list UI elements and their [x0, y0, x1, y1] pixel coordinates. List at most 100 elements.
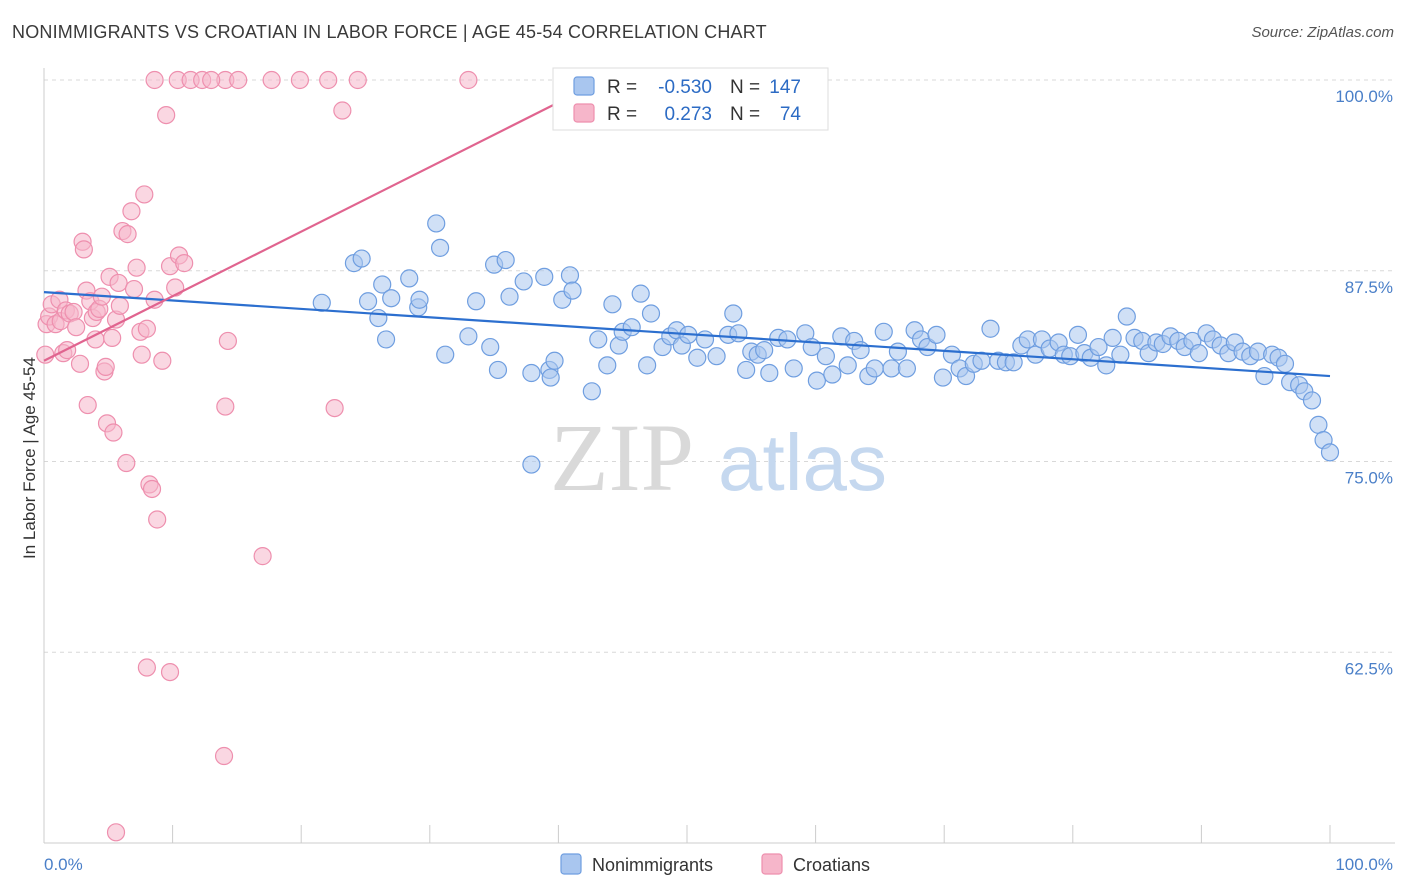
- tick-labels: 100.0% 87.5% 75.0% 62.5% 0.0% 100.0%: [44, 87, 1393, 874]
- nonimmigrant-point: [981, 319, 1000, 338]
- legend-r-label-1: R =: [607, 77, 637, 98]
- watermark-atlas: atlas: [718, 418, 887, 507]
- nonimmigrant-point: [312, 293, 331, 312]
- legend-r-label-2: R =: [607, 104, 637, 125]
- nonimmigrant-point: [882, 359, 901, 378]
- nonimmigrant-point: [1097, 356, 1116, 375]
- croatian-point: [117, 453, 136, 473]
- series-legend-label-croatians: Croatians: [793, 855, 870, 875]
- legend-swatch-blue: [573, 76, 595, 96]
- nonimmigrant-point: [410, 290, 429, 309]
- x-tick-label: 0.0%: [44, 855, 83, 874]
- nonimmigrant-point: [823, 365, 842, 384]
- croatian-point: [216, 397, 235, 416]
- nonimmigrant-point: [760, 363, 779, 383]
- nonimmigrant-point: [641, 304, 661, 323]
- nonimmigrant-point: [1004, 353, 1023, 372]
- croatian-point: [148, 510, 167, 529]
- nonimmigrants-trend-line: [43, 291, 1331, 378]
- series-legend-swatch-croatians: [761, 853, 783, 875]
- nonimmigrant-point: [563, 281, 582, 300]
- nonimmigrant-point: [560, 266, 580, 285]
- nonimmigrant-point: [755, 341, 774, 360]
- nonimmigrant-point: [784, 359, 803, 378]
- source-label: Source: ZipAtlas.com: [1251, 24, 1394, 41]
- nonimmigrant-point: [933, 368, 953, 387]
- nonimmigrant-point: [1320, 443, 1340, 462]
- croatian-point: [137, 658, 156, 677]
- nonimmigrant-point: [522, 363, 541, 383]
- y-tick-label: 75.0%: [1345, 469, 1393, 488]
- croatian-point: [135, 185, 154, 204]
- croatian-point: [67, 318, 86, 337]
- croatian-point: [333, 101, 352, 120]
- croatian-point: [132, 345, 151, 364]
- nonimmigrant-point: [500, 287, 519, 306]
- croatian-point: [74, 240, 93, 259]
- nonimmigrant-point: [631, 284, 650, 303]
- croatian-point: [86, 330, 105, 349]
- croatian-point: [145, 70, 164, 90]
- croatian-point: [104, 423, 123, 442]
- nonimmigrant-point: [1103, 328, 1122, 347]
- nonimmigrant-point: [400, 269, 419, 288]
- nonimmigrant-point: [376, 330, 396, 349]
- nonimmigrant-point: [1275, 354, 1295, 373]
- croatian-point: [96, 357, 115, 376]
- croatian-point: [459, 70, 478, 90]
- nonimmigrant-point: [638, 356, 657, 375]
- nonimmigrant-point: [545, 351, 564, 370]
- nonimmigrant-point: [695, 330, 715, 349]
- croatian-point: [64, 302, 83, 322]
- nonimmigrant-point: [729, 324, 748, 343]
- y-tick-label: 87.5%: [1345, 278, 1393, 297]
- y-tick-label: 100.0%: [1335, 87, 1393, 106]
- croatian-point: [127, 258, 146, 277]
- legend-r-value-1: -0.530: [658, 77, 712, 98]
- croatian-point: [109, 273, 128, 293]
- nonimmigrant-point: [522, 455, 541, 474]
- legend-n-value-2: 74: [780, 104, 802, 125]
- croatian-point: [124, 279, 144, 299]
- nonimmigrant-point: [688, 348, 707, 367]
- nonimmigrant-point: [496, 250, 515, 270]
- nonimmigrant-point: [1309, 415, 1328, 434]
- nonimmigrant-point: [724, 304, 743, 323]
- nonimmigrant-point: [488, 360, 508, 380]
- croatian-point: [118, 225, 137, 244]
- nonimmigrant-point: [481, 337, 500, 357]
- legend-r-value-2: 0.273: [664, 104, 712, 125]
- legend-n-label-1: N =: [730, 77, 760, 98]
- croatian-point: [214, 746, 234, 766]
- nonimmigrant-point: [1111, 345, 1130, 364]
- croatian-point: [122, 202, 141, 221]
- nonimmigrant-point: [430, 238, 450, 257]
- croatians-points: [36, 70, 478, 842]
- croatian-point: [202, 70, 221, 90]
- nonimmigrant-point: [865, 359, 884, 378]
- croatian-point: [142, 479, 162, 499]
- croatian-point: [175, 254, 194, 273]
- croatian-point: [110, 296, 129, 315]
- nonimmigrant-point: [582, 382, 601, 401]
- x-tick-label: 100.0%: [1335, 855, 1393, 874]
- watermark-zip: ZIP: [550, 404, 694, 511]
- legend-n-value-1: 147: [769, 77, 801, 98]
- nonimmigrant-point: [816, 347, 835, 366]
- nonimmigrant-point: [382, 289, 401, 308]
- nonimmigrant-point: [838, 356, 857, 375]
- croatian-point: [78, 395, 97, 415]
- y-tick-label: 62.5%: [1345, 659, 1393, 678]
- nonimmigrant-point: [598, 356, 617, 375]
- series-legend-label-nonimmigrants: Nonimmigrants: [592, 855, 713, 875]
- croatian-point: [137, 319, 156, 338]
- y-axis-title: In Labor Force | Age 45-54: [20, 357, 39, 559]
- nonimmigrant-point: [1255, 366, 1274, 386]
- correlation-legend: R = -0.530 N = 147 R = 0.273 N = 74: [552, 67, 829, 131]
- croatian-point: [290, 70, 310, 90]
- nonimmigrant-point: [373, 275, 392, 294]
- nonimmigrant-point: [369, 308, 388, 328]
- croatian-point: [253, 547, 272, 566]
- croatian-point: [325, 398, 344, 418]
